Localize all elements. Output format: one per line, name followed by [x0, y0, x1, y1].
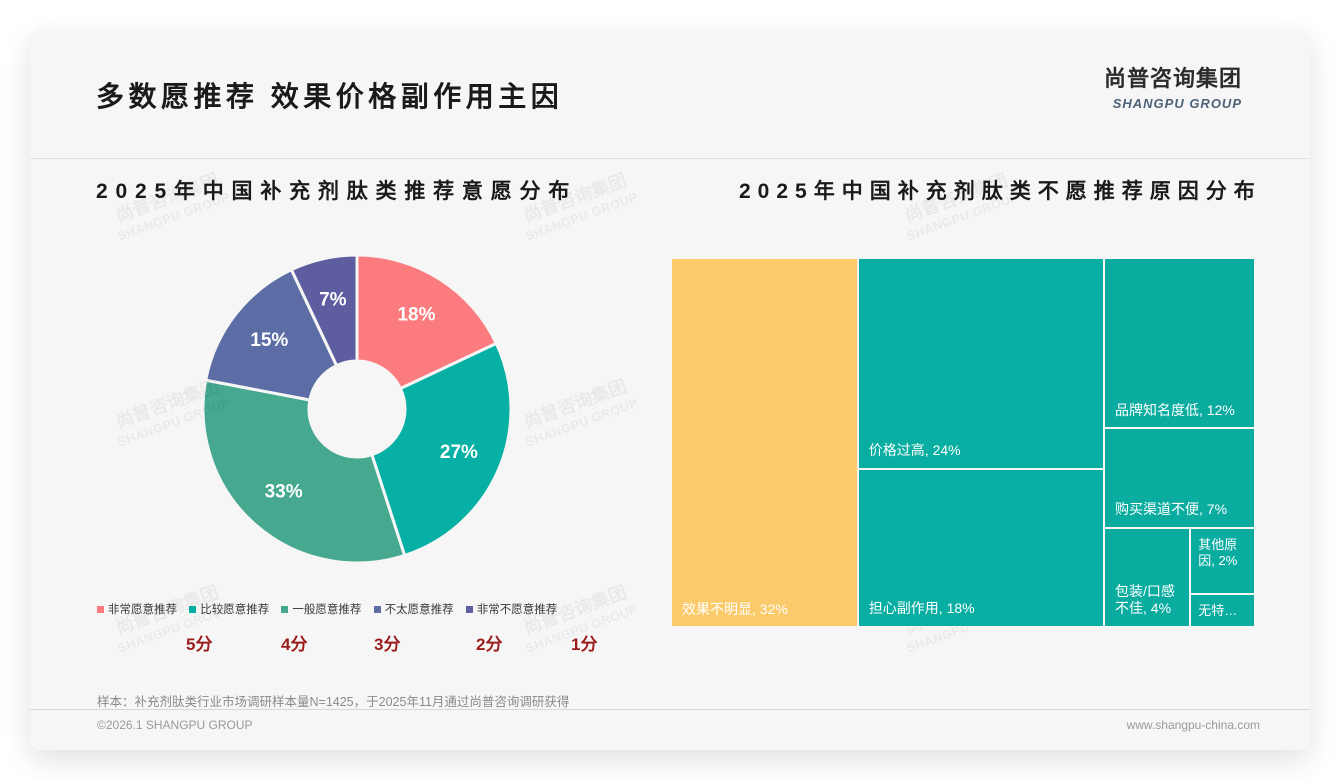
svg-text:33%: 33%: [265, 481, 303, 502]
svg-text:18%: 18%: [397, 304, 435, 325]
svg-text:27%: 27%: [440, 442, 478, 463]
svg-text:15%: 15%: [250, 330, 288, 351]
svg-text:7%: 7%: [319, 290, 347, 311]
